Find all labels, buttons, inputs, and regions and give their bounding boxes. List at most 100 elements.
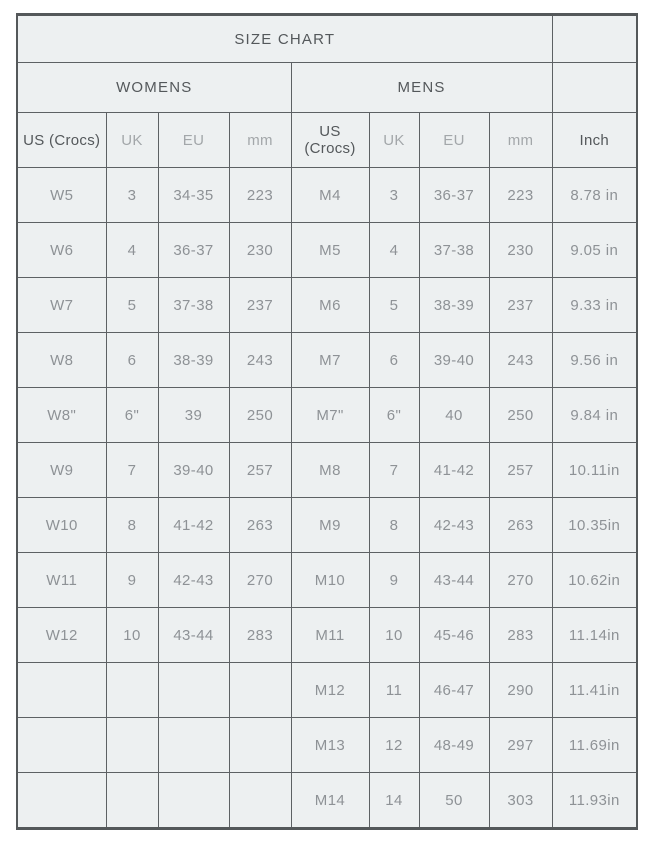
size-cell-us-womens-row4: W8 <box>16 332 107 388</box>
group-row-spacer-cell <box>551 62 638 113</box>
size-cell-uk-mens-row11: 12 <box>368 717 420 773</box>
size-cell-uk-mens-row5: 6" <box>368 387 420 443</box>
size-cell-uk-mens-row4: 6 <box>368 332 420 388</box>
size-cell-mm-womens-row1: 223 <box>228 167 292 223</box>
size-cell-us-mens-row8: M10 <box>290 552 370 608</box>
size-row-2: W6 4 36-37 230 M5 4 37-38 230 9.05 in <box>16 222 638 278</box>
size-cell-eu-womens-row10 <box>157 662 230 718</box>
size-cell-eu-mens-row10: 46-47 <box>418 662 490 718</box>
size-cell-inch-row6: 10.11in <box>551 442 638 498</box>
size-cell-mm-mens-row12: 303 <box>488 772 553 829</box>
size-cell-us-mens-row4: M7 <box>290 332 370 388</box>
size-cell-mm-mens-row2: 230 <box>488 222 553 278</box>
size-cell-us-womens-row11 <box>16 717 107 773</box>
size-cell-mm-womens-row9: 283 <box>228 607 292 663</box>
size-cell-us-womens-row2: W6 <box>16 222 107 278</box>
size-cell-uk-mens-row2: 4 <box>368 222 420 278</box>
size-cell-uk-mens-row7: 8 <box>368 497 420 553</box>
size-cell-mm-womens-row5: 250 <box>228 387 292 443</box>
size-cell-eu-mens-row9: 45-46 <box>418 607 490 663</box>
size-cell-uk-womens-row7: 8 <box>105 497 159 553</box>
size-cell-inch-row9: 11.14in <box>551 607 638 663</box>
size-cell-inch-row3: 9.33 in <box>551 277 638 333</box>
size-cell-us-womens-row7: W10 <box>16 497 107 553</box>
size-cell-us-mens-row10: M12 <box>290 662 370 718</box>
size-cell-eu-womens-row7: 41-42 <box>157 497 230 553</box>
size-cell-mm-womens-row4: 243 <box>228 332 292 388</box>
size-cell-mm-womens-row6: 257 <box>228 442 292 498</box>
size-cell-eu-womens-row2: 36-37 <box>157 222 230 278</box>
title-row-spacer-cell <box>551 14 638 63</box>
size-cell-eu-mens-row8: 43-44 <box>418 552 490 608</box>
size-cell-us-mens-row11: M13 <box>290 717 370 773</box>
size-cell-uk-mens-row6: 7 <box>368 442 420 498</box>
size-cell-mm-womens-row3: 237 <box>228 277 292 333</box>
size-cell-eu-womens-row5: 39 <box>157 387 230 443</box>
size-cell-inch-row5: 9.84 in <box>551 387 638 443</box>
size-cell-uk-womens-row3: 5 <box>105 277 159 333</box>
size-cell-mm-womens-row2: 230 <box>228 222 292 278</box>
size-cell-us-womens-row10 <box>16 662 107 718</box>
column-header-eu-womens: EU <box>157 112 230 168</box>
chart-title: SIZE CHART <box>16 14 553 63</box>
column-header-row: US (Crocs) UK EU mm US (Crocs) UK EU mm Inch <box>16 112 638 168</box>
size-cell-mm-womens-row12 <box>228 772 292 829</box>
size-cell-uk-mens-row1: 3 <box>368 167 420 223</box>
size-cell-us-mens-row7: M9 <box>290 497 370 553</box>
size-cell-eu-womens-row12 <box>157 772 230 829</box>
column-header-uk-mens: UK <box>368 112 420 168</box>
size-cell-us-womens-row6: W9 <box>16 442 107 498</box>
size-row-10: M12 11 46-47 290 11.41in <box>16 662 638 718</box>
size-cell-mm-womens-row7: 263 <box>228 497 292 553</box>
size-cell-mm-womens-row8: 270 <box>228 552 292 608</box>
size-cell-us-womens-row5: W8" <box>16 387 107 443</box>
size-cell-inch-row4: 9.56 in <box>551 332 638 388</box>
size-cell-mm-mens-row1: 223 <box>488 167 553 223</box>
size-row-3: W7 5 37-38 237 M6 5 38-39 237 9.33 in <box>16 277 638 333</box>
size-cell-uk-womens-row2: 4 <box>105 222 159 278</box>
size-cell-us-mens-row5: M7" <box>290 387 370 443</box>
size-rows: W5 3 34-35 223 M4 3 36-37 223 8.78 in W6 4 36-37 230… <box>16 167 638 829</box>
size-cell-inch-row12: 11.93in <box>551 772 638 829</box>
size-cell-us-mens-row9: M11 <box>290 607 370 663</box>
size-cell-eu-womens-row3: 37-38 <box>157 277 230 333</box>
column-header-eu-mens: EU <box>418 112 490 168</box>
size-cell-inch-row1: 8.78 in <box>551 167 638 223</box>
size-cell-mm-mens-row5: 250 <box>488 387 553 443</box>
size-cell-uk-womens-row8: 9 <box>105 552 159 608</box>
size-cell-us-mens-row1: M4 <box>290 167 370 223</box>
size-row-4: W8 6 38-39 243 M7 6 39-40 243 9.56 in <box>16 332 638 388</box>
size-row-5: W8" 6" 39 250 M7" 6" 40 250 9.84 in <box>16 387 638 443</box>
size-cell-mm-womens-row11 <box>228 717 292 773</box>
size-cell-eu-womens-row11 <box>157 717 230 773</box>
column-header-uk-womens: UK <box>105 112 159 168</box>
size-cell-us-womens-row9: W12 <box>16 607 107 663</box>
size-cell-eu-womens-row1: 34-35 <box>157 167 230 223</box>
column-header-us-womens: US (Crocs) <box>16 112 107 168</box>
group-header-womens: WOMENS <box>16 62 292 113</box>
size-cell-us-mens-row6: M8 <box>290 442 370 498</box>
column-header-mm-womens: mm <box>228 112 292 168</box>
size-cell-eu-womens-row8: 42-43 <box>157 552 230 608</box>
size-cell-us-mens-row2: M5 <box>290 222 370 278</box>
size-row-1: W5 3 34-35 223 M4 3 36-37 223 8.78 in <box>16 167 638 223</box>
size-cell-mm-mens-row10: 290 <box>488 662 553 718</box>
size-cell-us-womens-row8: W11 <box>16 552 107 608</box>
size-cell-uk-mens-row9: 10 <box>368 607 420 663</box>
size-cell-uk-womens-row12 <box>105 772 159 829</box>
size-row-12: M14 14 50 303 11.93in <box>16 772 638 829</box>
size-cell-uk-womens-row1: 3 <box>105 167 159 223</box>
size-cell-us-womens-row12 <box>16 772 107 829</box>
size-cell-uk-womens-row11 <box>105 717 159 773</box>
size-cell-eu-womens-row9: 43-44 <box>157 607 230 663</box>
size-cell-uk-womens-row5: 6" <box>105 387 159 443</box>
size-cell-eu-mens-row1: 36-37 <box>418 167 490 223</box>
size-cell-eu-mens-row12: 50 <box>418 772 490 829</box>
size-cell-mm-womens-row10 <box>228 662 292 718</box>
size-cell-us-mens-row12: M14 <box>290 772 370 829</box>
size-cell-uk-mens-row8: 9 <box>368 552 420 608</box>
size-cell-us-womens-row1: W5 <box>16 167 107 223</box>
size-cell-eu-mens-row11: 48-49 <box>418 717 490 773</box>
size-cell-inch-row11: 11.69in <box>551 717 638 773</box>
size-row-9: W12 10 43-44 283 M11 10 45-46 283 11.14in <box>16 607 638 663</box>
